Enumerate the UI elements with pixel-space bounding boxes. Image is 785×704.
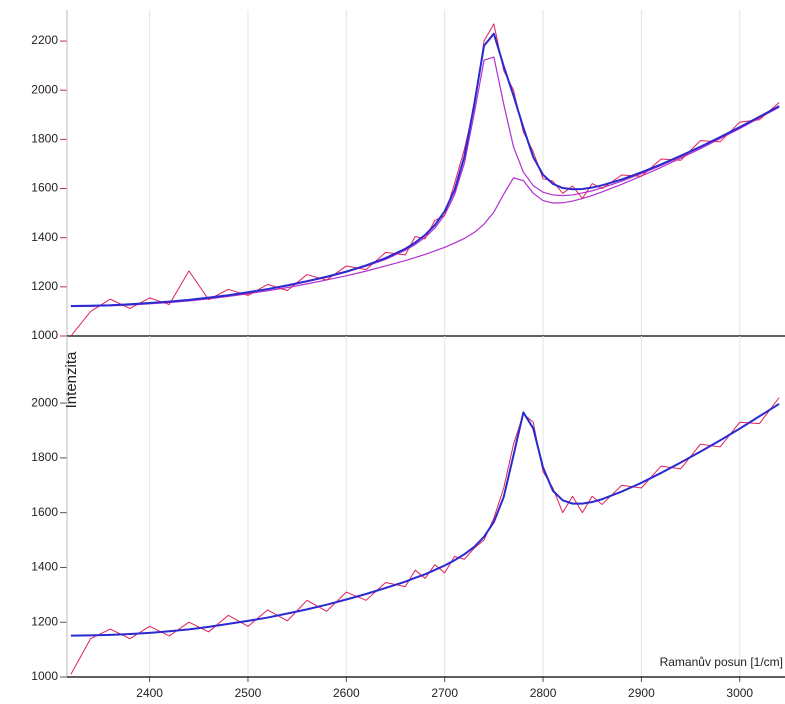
y-tick-label: 1200 — [31, 614, 58, 628]
y-tick-label: 2000 — [31, 395, 58, 409]
y-tick-label: 1000 — [31, 669, 58, 683]
x-axis-label: Ramanův posun [1/cm] — [660, 655, 783, 669]
x-tick-label: 2500 — [235, 686, 262, 700]
y-tick-label: 1400 — [31, 560, 58, 574]
y-tick-label: 1000 — [31, 328, 58, 342]
series-line — [70, 23, 780, 336]
series-line — [70, 397, 780, 675]
series-line — [70, 56, 780, 307]
y-tick-label: 1600 — [31, 505, 58, 519]
y-tick-label: 1600 — [31, 181, 58, 195]
series-line — [70, 32, 780, 308]
x-tick-label: 2600 — [333, 686, 360, 700]
y-axis-label: Intenzita — [63, 351, 80, 408]
y-tick-label: 1400 — [31, 230, 58, 244]
plot-area — [70, 23, 780, 336]
x-tick-label: 2400 — [136, 686, 163, 700]
x-tick-label: 2700 — [431, 686, 458, 700]
plot-area — [70, 397, 780, 675]
series-line — [70, 106, 780, 308]
y-tick-label: 1200 — [31, 279, 58, 293]
y-tick-label: 2000 — [31, 82, 58, 96]
y-tick-label: 1800 — [31, 450, 58, 464]
y-tick-label: 2200 — [31, 33, 58, 47]
x-tick-label: 3000 — [726, 686, 753, 700]
x-tick-label: 2900 — [628, 686, 655, 700]
y-tick-label: 1800 — [31, 132, 58, 146]
x-tick-label: 2800 — [530, 686, 557, 700]
series-line — [70, 403, 780, 637]
